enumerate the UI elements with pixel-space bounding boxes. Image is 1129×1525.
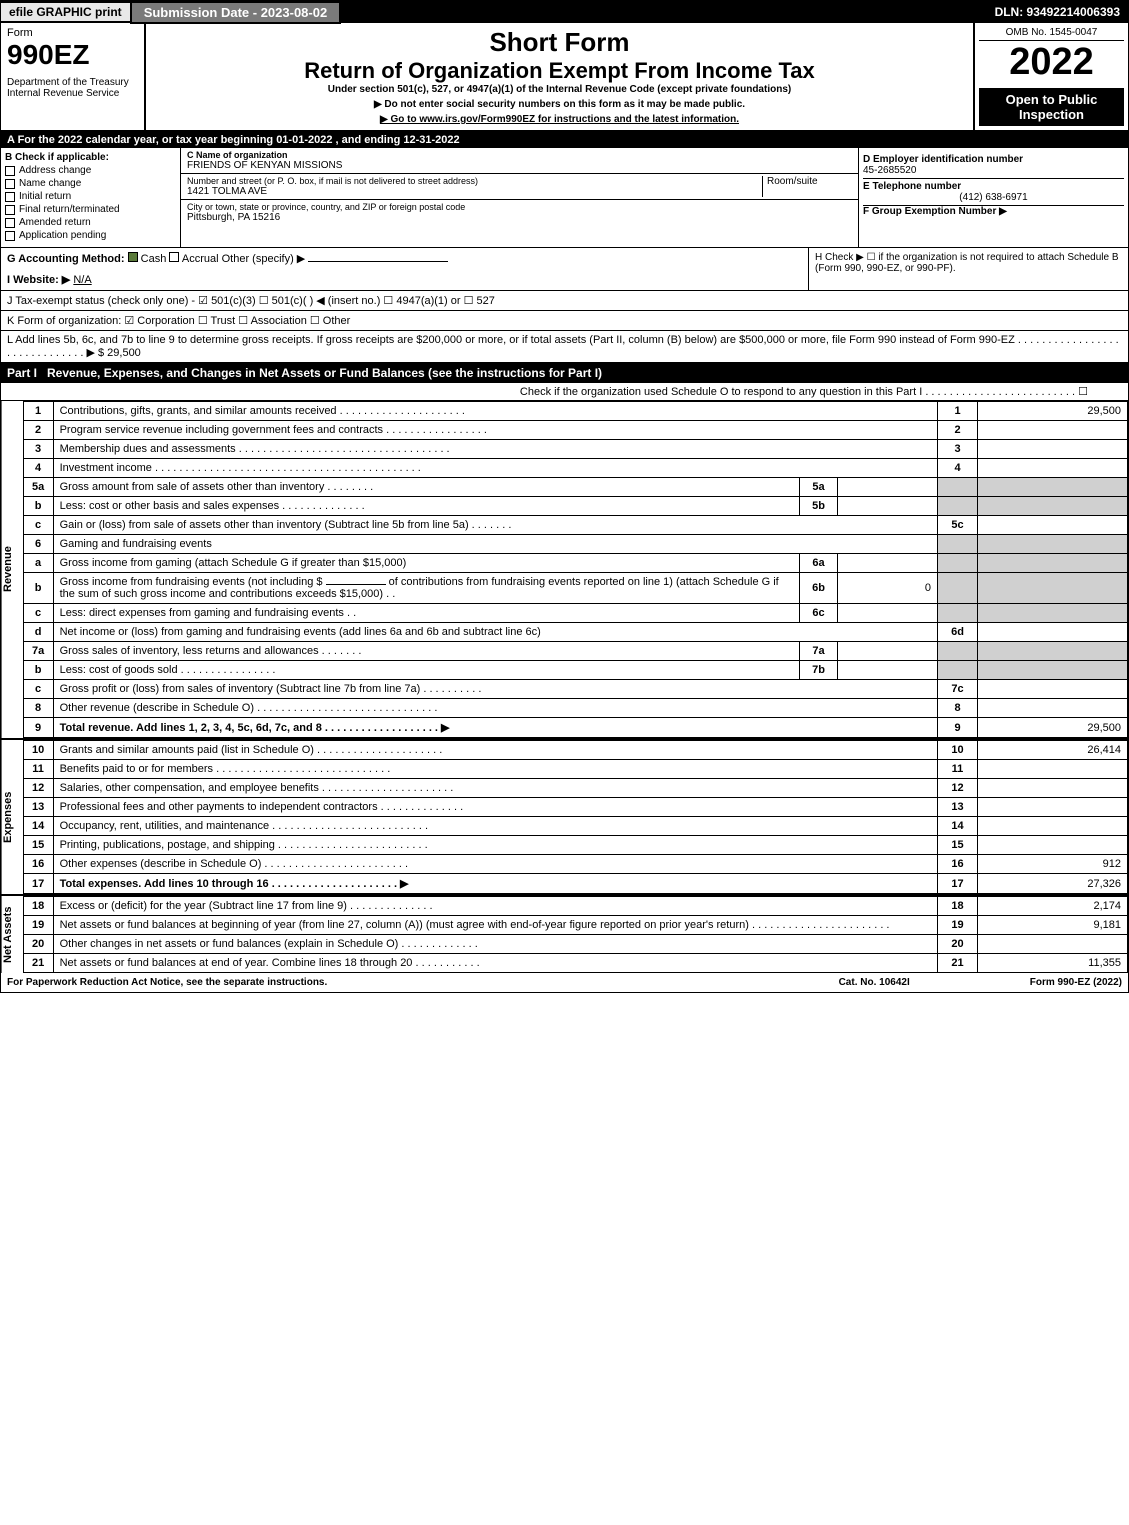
col-c: C Name of organization FRIENDS OF KENYAN… (181, 148, 858, 247)
return-title: Return of Organization Exempt From Incom… (150, 58, 969, 84)
g-accounting: G Accounting Method: Cash Accrual Other … (1, 248, 808, 290)
footer: For Paperwork Reduction Act Notice, see … (1, 973, 1128, 992)
checkbox-amended-return[interactable]: Amended return (5, 217, 176, 228)
gh-row: G Accounting Method: Cash Accrual Other … (1, 248, 1128, 291)
header-center: Short Form Return of Organization Exempt… (146, 23, 973, 130)
short-form-title: Short Form (150, 27, 969, 58)
ein: 45-2685520 (863, 165, 1124, 176)
omb-number: OMB No. 1545-0047 (979, 27, 1124, 41)
revenue-block: Revenue 1Contributions, gifts, grants, a… (1, 401, 1128, 738)
checkbox-final-return[interactable]: Final return/terminated (5, 204, 176, 215)
vert-revenue: Revenue (1, 401, 23, 738)
dln: DLN: 93492214006393 (987, 3, 1128, 21)
header: Form 990EZ Department of the Treasury In… (1, 23, 1128, 132)
warn-ssn: ▶ Do not enter social security numbers o… (150, 99, 969, 110)
checkbox-address-change[interactable]: Address change (5, 165, 176, 176)
tax-year: 2022 (979, 41, 1124, 84)
phone-block: E Telephone number (412) 638-6971 (863, 179, 1124, 206)
footer-left: For Paperwork Reduction Act Notice, see … (7, 977, 327, 988)
revenue-table: 1Contributions, gifts, grants, and simil… (23, 401, 1128, 738)
footer-form: Form 990-EZ (2022) (1030, 977, 1122, 988)
expenses-block: Expenses 10Grants and similar amounts pa… (1, 738, 1128, 894)
efile-print: efile GRAPHIC print (1, 3, 130, 21)
org-name-row: C Name of organization FRIENDS OF KENYAN… (181, 148, 858, 174)
checkbox-application-pending[interactable]: Application pending (5, 230, 176, 241)
topbar: efile GRAPHIC print Submission Date - 20… (1, 1, 1128, 23)
header-right: OMB No. 1545-0047 2022 Open to Public In… (973, 23, 1128, 130)
city-row: City or town, state or province, country… (181, 200, 858, 225)
checkbox-accrual[interactable] (169, 252, 179, 262)
checkbox-initial-return[interactable]: Initial return (5, 191, 176, 202)
netassets-table: 18Excess or (deficit) for the year (Subt… (23, 896, 1128, 973)
part1-header: Part I Revenue, Expenses, and Changes in… (1, 363, 1128, 383)
form-container: efile GRAPHIC print Submission Date - 20… (0, 0, 1129, 993)
col-b: B Check if applicable: Address change Na… (1, 148, 181, 247)
street-address: 1421 TOLMA AVE (187, 186, 762, 197)
netassets-block: Net Assets 18Excess or (deficit) for the… (1, 894, 1128, 973)
org-name: FRIENDS OF KENYAN MISSIONS (187, 160, 852, 171)
section-a: A For the 2022 calendar year, or tax yea… (1, 132, 1128, 148)
submission-date: Submission Date - 2023-08-02 (130, 1, 342, 24)
k-form-org: K Form of organization: ☑ Corporation ☐ … (1, 311, 1128, 331)
h-check: H Check ▶ ☐ if the organization is not r… (808, 248, 1128, 290)
goto-link: ▶ Go to www.irs.gov/Form990EZ for instru… (150, 114, 969, 125)
ein-block: D Employer identification number 45-2685… (863, 152, 1124, 179)
col-d: D Employer identification number 45-2685… (858, 148, 1128, 247)
j-tax-exempt: J Tax-exempt status (check only one) - ☑… (1, 291, 1128, 311)
irs: Internal Revenue Service (7, 88, 138, 99)
form-number: 990EZ (7, 39, 138, 71)
b-title: B Check if applicable: (5, 152, 176, 163)
checkbox-cash[interactable] (128, 252, 138, 262)
l-gross-receipts: L Add lines 5b, 6c, and 7b to line 9 to … (1, 331, 1128, 363)
checkbox-name-change[interactable]: Name change (5, 178, 176, 189)
form-label: Form (7, 27, 138, 39)
city-state-zip: Pittsburgh, PA 15216 (187, 212, 852, 223)
dept-treasury: Department of the Treasury (7, 77, 138, 88)
room-suite: Room/suite (762, 176, 852, 197)
footer-cat: Cat. No. 10642I (839, 977, 910, 988)
vert-expenses: Expenses (1, 740, 23, 894)
street-row: Number and street (or P. O. box, if mail… (181, 174, 858, 200)
website: N/A (73, 274, 91, 286)
group-exemption: F Group Exemption Number ▶ (863, 206, 1124, 217)
expenses-table: 10Grants and similar amounts paid (list … (23, 740, 1128, 894)
subtitle: Under section 501(c), 527, or 4947(a)(1)… (150, 84, 969, 95)
phone: (412) 638-6971 (863, 192, 1124, 203)
vert-netassets: Net Assets (1, 896, 23, 973)
part1-check-note: Check if the organization used Schedule … (1, 383, 1128, 401)
header-left: Form 990EZ Department of the Treasury In… (1, 23, 146, 130)
info-grid: B Check if applicable: Address change Na… (1, 148, 1128, 248)
open-public: Open to Public Inspection (979, 88, 1124, 126)
